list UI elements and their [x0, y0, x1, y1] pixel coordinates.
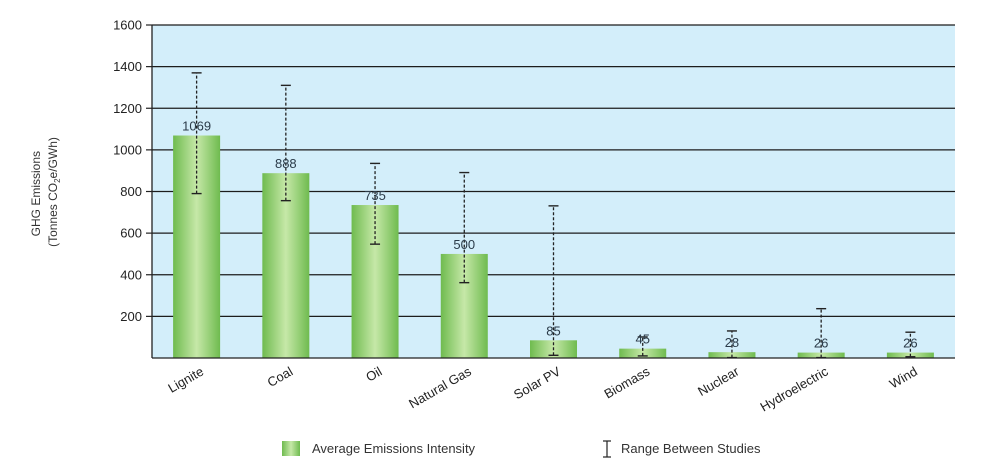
data-labels: 1069 888 735 500 85 45 28 26 26 [182, 119, 917, 351]
x-tick-label: Lignite [165, 364, 206, 396]
x-tick-labels: Lignite Coal Oil Natural Gas Solar PV Biomass… [165, 363, 919, 414]
y-tick-label: 400 [120, 267, 142, 282]
data-label: 888 [275, 156, 297, 171]
x-tick-label: Nuclear [695, 363, 742, 399]
x-tick-label: Coal [265, 364, 296, 390]
x-tick-label: Solar PV [511, 363, 563, 402]
y-tick-labels: 200 400 600 800 1000 1200 1400 1600 [113, 18, 142, 324]
bar [440, 253, 488, 358]
data-label: 28 [725, 335, 739, 350]
x-tick-label: Natural Gas [406, 363, 474, 411]
y-axis-label-line1: GHG Emissions [29, 151, 43, 236]
legend-range-icon [603, 440, 611, 458]
x-tick-label: Wind [887, 364, 920, 392]
data-label: 1069 [182, 119, 211, 134]
y-axis-label-subscript: 2 [53, 178, 62, 183]
y-tick-label: 1400 [113, 59, 142, 74]
legend-range-label: Range Between Studies [621, 441, 761, 456]
axes [151, 25, 955, 359]
y-tick-label: 1000 [113, 142, 142, 157]
data-label: 26 [814, 336, 828, 351]
y-tick-label: 1200 [113, 101, 142, 116]
y-tick-label: 1600 [113, 18, 142, 33]
data-label: 735 [364, 188, 386, 203]
data-label: 500 [453, 237, 475, 252]
y-axis-label: GHG Emissions (Tonnes CO2e/GWh) [29, 137, 62, 247]
y-axis-label-suffix: e/GWh) [46, 137, 60, 178]
error-bars [191, 72, 916, 359]
x-tick-label: Oil [363, 364, 384, 385]
x-tick-label: Hydroelectric [757, 363, 831, 414]
y-tick-label: 200 [120, 309, 142, 324]
legend: Average Emissions Intensity Range Betwee… [282, 440, 761, 458]
x-tick-label: Biomass [602, 363, 653, 401]
data-label: 45 [635, 332, 649, 347]
y-axis-label-line2: (Tonnes CO [46, 183, 60, 247]
y-tick-label: 600 [120, 226, 142, 241]
data-label: 85 [546, 323, 560, 338]
legend-bar-label: Average Emissions Intensity [312, 441, 476, 456]
data-label: 26 [903, 336, 917, 351]
bar [173, 135, 221, 358]
bar [351, 205, 399, 358]
y-tick-label: 800 [120, 184, 142, 199]
legend-bar-swatch [282, 441, 300, 456]
bar [262, 173, 310, 358]
